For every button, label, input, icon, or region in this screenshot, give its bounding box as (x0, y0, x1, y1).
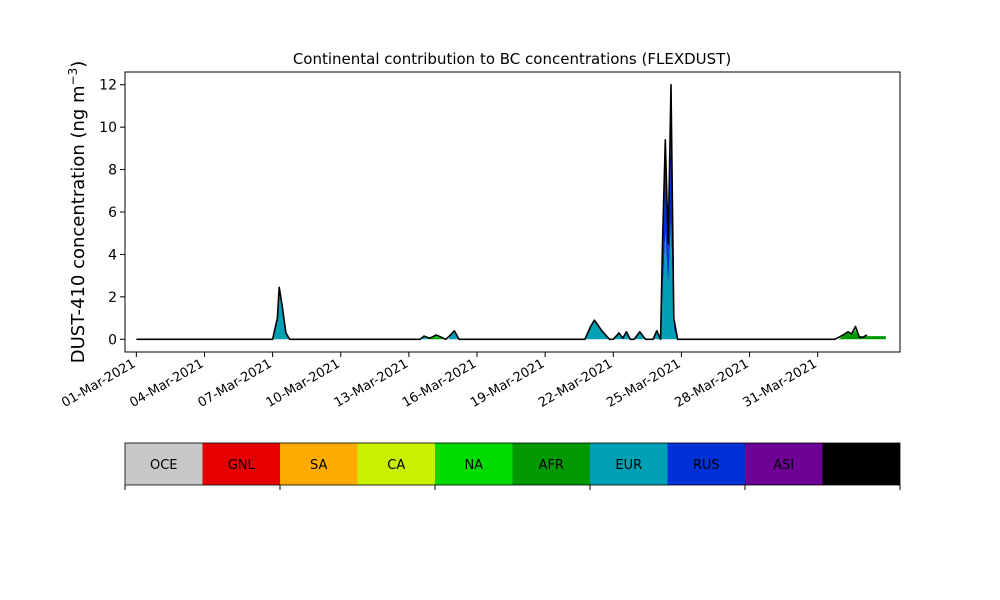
legend-swatch-eur (590, 443, 668, 485)
legend-swatch-na (435, 443, 513, 485)
legend-label-eur: EUR (615, 458, 642, 473)
legend-swatch-asi (745, 443, 823, 485)
legend-swatch-aus (822, 443, 900, 485)
y-tick-label: 8 (108, 163, 117, 179)
chart-title: Continental contribution to BC concentra… (293, 50, 731, 68)
x-tick-label: 31-Mar-2021 (741, 356, 820, 410)
y-axis-label-sup: −3 (66, 68, 80, 86)
x-tick-label: 19-Mar-2021 (468, 356, 547, 410)
y-tick-label: 0 (108, 332, 117, 348)
x-tick-label: 28-Mar-2021 (672, 356, 751, 410)
legend-label-aus: AUS (848, 458, 875, 473)
x-tick-label: 04-Mar-2021 (127, 356, 206, 410)
legend-label-asi: ASI (773, 458, 794, 473)
legend-swatch-ca (357, 443, 435, 485)
legend-label-na: NA (464, 458, 483, 473)
legend-label-sa: SA (310, 458, 327, 473)
legend-swatch-afr (512, 443, 590, 485)
legend-swatch-gnl (202, 443, 280, 485)
plot-area (136, 83, 886, 341)
y-tick-label: 12 (99, 78, 117, 94)
area-na (136, 329, 886, 340)
y-tick-label: 2 (108, 290, 117, 306)
legend-label-afr: AFR (539, 458, 564, 473)
plot-frame (124, 71, 901, 353)
legend-swatch-sa (280, 443, 358, 485)
x-tick-label: 10-Mar-2021 (264, 356, 343, 410)
legend-label-gnl: GNL (228, 458, 256, 473)
legend-frame (124, 442, 901, 486)
legend-label-ca: CA (387, 458, 405, 473)
legend-label-rus: RUS (693, 458, 720, 473)
x-tick-label: 16-Mar-2021 (400, 356, 479, 410)
area-afr (136, 331, 886, 340)
y-axis: 0 2 4 6 8 10 12 (99, 78, 125, 348)
x-axis: 01-Mar-202104-Mar-202107-Mar-202110-Mar-… (59, 352, 820, 411)
legend: OCE GNL SA CA NA AFR EUR RUS ASI AUS (124, 442, 901, 490)
area-rus (136, 137, 886, 340)
legend-swatch-rus (667, 443, 745, 485)
legend-label-oce: OCE (150, 458, 178, 473)
y-axis-label-text: DUST-410 concentration (ng m (68, 85, 89, 363)
y-tick-label: 10 (99, 120, 117, 136)
y-axis-label: DUST-410 concentration (ng m−3) (66, 61, 89, 364)
total-line (136, 83, 868, 341)
y-tick-label: 4 (108, 247, 117, 263)
area-eur (136, 222, 886, 340)
x-tick-label: 13-Mar-2021 (332, 356, 411, 410)
x-tick-label: 25-Mar-2021 (604, 356, 683, 410)
y-tick-label: 6 (108, 205, 117, 221)
area-asi (136, 86, 886, 340)
x-tick-label: 01-Mar-2021 (59, 356, 138, 410)
x-tick-label: 07-Mar-2021 (195, 356, 274, 410)
x-tick-label: 22-Mar-2021 (536, 356, 615, 410)
y-axis-label-close: ) (68, 61, 89, 68)
legend-swatch-oce (125, 443, 203, 485)
